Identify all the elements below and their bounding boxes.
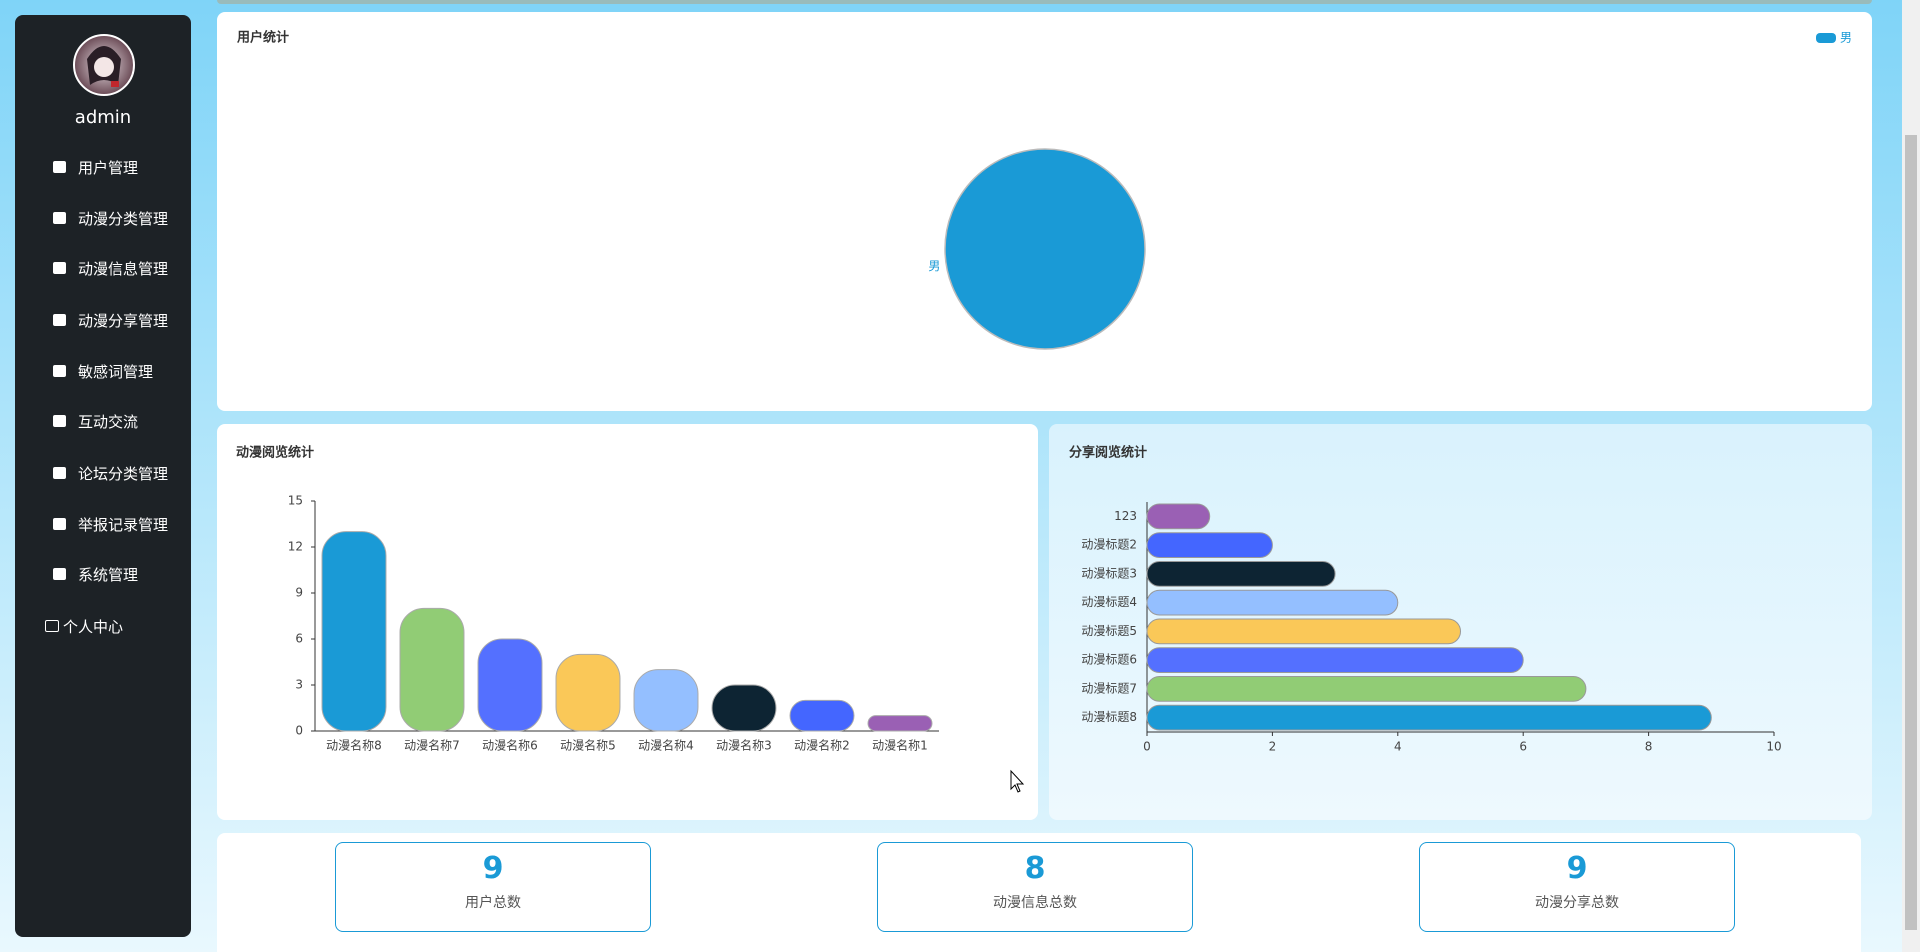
menu-label: 动漫分类管理 <box>78 209 169 228</box>
menu-label: 举报记录管理 <box>78 515 169 534</box>
stat-value: 9 <box>1566 851 1588 886</box>
menu-label: 互动交流 <box>78 412 139 431</box>
x-tick-label: 动漫名称3 <box>716 738 772 753</box>
stat-label: 用户总数 <box>465 895 521 911</box>
y-tick-label: 动漫标题7 <box>1081 681 1137 695</box>
y-tick-label: 12 <box>288 540 303 554</box>
bar <box>399 607 465 732</box>
bar <box>1146 704 1712 731</box>
menu-item[interactable]: 用户管理 <box>53 152 138 182</box>
y-tick-label: 动漫标题8 <box>1081 710 1137 724</box>
menu-label: 系统管理 <box>78 565 139 584</box>
menu-icon <box>53 415 66 427</box>
chart-title: 用户统计 <box>236 30 289 46</box>
bar <box>1146 503 1211 530</box>
menu-label: 动漫分享管理 <box>78 311 169 330</box>
menu-label: 个人中心 <box>63 617 124 636</box>
x-tick-label: 0 <box>1143 740 1151 754</box>
bar <box>1146 618 1461 645</box>
menu-icon <box>45 620 59 632</box>
bar <box>1146 532 1273 558</box>
stat-label: 动漫分享总数 <box>1535 895 1619 911</box>
username: admin <box>74 107 132 128</box>
stat-box: 9 用户总数 <box>335 842 651 932</box>
scrollbar-thumb[interactable] <box>1905 135 1917 930</box>
x-tick-label: 6 <box>1519 740 1527 754</box>
stat-box: 8 动漫信息总数 <box>877 842 1193 932</box>
mouse-cursor <box>1010 769 1025 793</box>
y-tick-label: 动漫标题3 <box>1081 566 1137 580</box>
avatar <box>73 34 135 96</box>
y-tick-label: 动漫标题6 <box>1081 653 1137 667</box>
stat-value: 8 <box>1024 851 1046 886</box>
y-tick-label: 9 <box>295 586 303 600</box>
y-tick-label: 3 <box>295 678 303 692</box>
bar <box>1146 647 1524 673</box>
bar <box>633 669 699 732</box>
y-tick-label: 15 <box>288 494 303 508</box>
x-tick-label: 10 <box>1766 740 1781 754</box>
menu-item[interactable]: 举报记录管理 <box>53 509 168 539</box>
menu-label: 用户管理 <box>78 158 139 177</box>
menu-icon <box>53 365 66 377</box>
x-tick-label: 动漫名称8 <box>326 738 382 753</box>
menu-label: 论坛分类管理 <box>78 464 169 483</box>
y-tick-label: 动漫标题4 <box>1081 595 1137 609</box>
bar <box>1146 561 1336 587</box>
menu-icon <box>53 467 66 479</box>
y-tick-label: 6 <box>295 632 303 646</box>
legend-swatch <box>1816 33 1836 43</box>
legend-label: 男 <box>1840 31 1852 45</box>
bar <box>555 653 621 732</box>
menu-icon <box>53 568 66 580</box>
bar <box>1146 676 1587 702</box>
y-tick-label: 0 <box>295 724 303 738</box>
chart-title: 动漫阅览统计 <box>236 445 314 461</box>
menu-icon <box>53 314 66 326</box>
pie-label: 男 <box>928 259 940 273</box>
x-tick-label: 8 <box>1645 740 1653 754</box>
bar <box>711 684 777 732</box>
y-tick-label: 动漫标题5 <box>1081 624 1137 638</box>
bar <box>321 531 387 732</box>
menu-item[interactable]: 动漫分享管理 <box>53 305 168 335</box>
menu-item[interactable]: 敏感词管理 <box>53 356 153 386</box>
menu-item[interactable]: 个人中心 <box>45 611 123 641</box>
sidebar: admin 用户管理动漫分类管理 动漫信息管理 动漫分享管理 敏感词管理互动交流论坛分… <box>15 15 191 937</box>
menu-icon <box>53 262 66 274</box>
menu-icon <box>53 161 66 173</box>
top-bar <box>217 0 1872 4</box>
menu-icon <box>53 212 66 224</box>
menu-label: 动漫信息管理 <box>78 259 169 278</box>
menu-label: 敏感词管理 <box>78 362 154 381</box>
bar <box>1146 589 1399 616</box>
y-tick-label: 123 <box>1114 509 1137 523</box>
menu-item[interactable]: 论坛分类管理 <box>53 458 168 488</box>
bar <box>867 715 933 732</box>
menu-item[interactable]: 互动交流 <box>53 406 138 436</box>
stat-box: 9 动漫分享总数 <box>1419 842 1735 932</box>
chart-title: 分享阅览统计 <box>1069 445 1147 461</box>
menu-item[interactable]: 系统管理 <box>53 559 138 589</box>
x-tick-label: 动漫名称5 <box>560 738 616 753</box>
menu-icon <box>53 518 66 530</box>
pie-slice <box>944 148 1146 350</box>
menu-item[interactable]: 动漫信息管理 <box>53 253 168 283</box>
x-tick-label: 4 <box>1394 740 1402 754</box>
x-tick-label: 2 <box>1269 740 1277 754</box>
stat-value: 9 <box>482 851 504 886</box>
stat-label: 动漫信息总数 <box>993 895 1077 911</box>
menu-item[interactable]: 动漫分类管理 <box>53 203 168 233</box>
x-tick-label: 动漫名称7 <box>404 738 460 753</box>
x-tick-label: 动漫名称4 <box>638 738 694 753</box>
x-tick-label: 动漫名称2 <box>794 738 850 753</box>
x-tick-label: 动漫名称6 <box>482 738 538 753</box>
bar <box>789 699 855 732</box>
x-tick-label: 动漫名称1 <box>872 738 928 753</box>
y-tick-label: 动漫标题2 <box>1081 538 1137 552</box>
bar <box>477 638 543 732</box>
